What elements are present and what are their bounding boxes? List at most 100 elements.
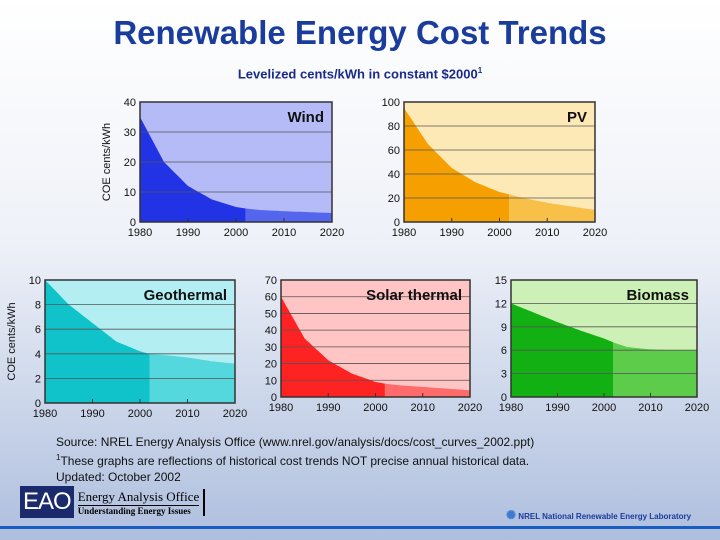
eao-mark: EAO: [20, 486, 74, 518]
x-tick-label: 2020: [223, 408, 247, 420]
y-tick-label: 10: [124, 187, 136, 199]
nrel-logo: ✺ NREL National Renewable Energy Laborat…: [506, 508, 691, 522]
chart-biomass: 0 3 6 9 12 15 1980 1990 2000 2010 2020 Biomass: [495, 275, 709, 414]
y-tick-label: 60: [265, 292, 277, 304]
x-tick-label: 1980: [269, 402, 293, 414]
x-tick-label: 2020: [685, 402, 709, 414]
x-tick-label: 1980: [499, 402, 523, 414]
x-tick-label: 1990: [176, 227, 200, 239]
chart-solar-thermal: 0 10 20 30 40 50 60 70 1980 1990 2000 2010 2020 Solar…: [265, 275, 482, 414]
y-tick-label: 80: [388, 121, 400, 133]
plot-frame: [403, 101, 596, 223]
y-axis-label: COE cents/kWh: [101, 123, 113, 201]
x-tick-label: 2000: [363, 402, 387, 414]
subtitle-text: Levelized cents/kWh in constant $2000: [237, 66, 478, 82]
chart-pv: 0 20 40 60 80 100 1980 1990 2000 2010 2020 PV: [382, 97, 608, 239]
y-tick-label: 9: [501, 322, 507, 334]
plot-frame: [139, 101, 333, 223]
projected-area: [384, 383, 470, 397]
y-tick-label: 4: [35, 349, 41, 361]
eao-logo: EAO Energy Analysis Office Understanding …: [20, 486, 206, 518]
y-tick-label: 0: [271, 392, 277, 404]
plot-frame: [44, 279, 236, 404]
y-tick-label: 10: [265, 375, 277, 387]
y-tick-label: 6: [35, 324, 41, 336]
x-tick-label: 2010: [535, 227, 559, 239]
y-tick-label: 50: [265, 308, 277, 320]
y-tick-label: 30: [265, 342, 277, 354]
y-tick-label: 100: [382, 97, 400, 109]
chart-title: Biomass: [626, 287, 689, 304]
x-tick-label: 2020: [320, 227, 344, 239]
x-tick-label: 2010: [638, 402, 662, 414]
x-tick-label: 2000: [487, 227, 511, 239]
y-tick-label: 30: [124, 127, 136, 139]
x-tick-label: 2010: [175, 408, 199, 420]
y-tick-label: 40: [124, 97, 136, 109]
y-tick-label: 0: [501, 392, 507, 404]
source-note: Source: NREL Energy Analysis Office (www…: [56, 435, 535, 449]
historical-area: [45, 280, 150, 403]
y-tick-label: 0: [130, 217, 136, 229]
historical-area: [281, 296, 385, 397]
y-tick-label: 60: [388, 145, 400, 157]
updated-note: Updated: October 2002: [56, 470, 181, 484]
y-tick-label: 0: [394, 217, 400, 229]
y-tick-label: 70: [265, 275, 277, 287]
x-tick-label: 2000: [592, 402, 616, 414]
footer-bar: [0, 526, 720, 529]
y-tick-label: 15: [495, 275, 507, 287]
footnote-text: These graphs are reflections of historic…: [60, 454, 530, 468]
x-tick-label: 2020: [583, 227, 607, 239]
historical-area: [404, 108, 510, 222]
y-tick-label: 3: [501, 369, 507, 381]
x-tick-label: 1990: [316, 402, 340, 414]
slide-subtitle: Levelized cents/kWh in constant $20001: [0, 66, 720, 81]
y-tick-label: 0: [35, 398, 41, 410]
y-tick-label: 40: [388, 169, 400, 181]
slide-title: Renewable Energy Cost Trends: [113, 14, 607, 51]
y-tick-label: 8: [35, 300, 41, 312]
y-tick-label: 20: [265, 359, 277, 371]
y-tick-label: 40: [265, 325, 277, 337]
y-tick-label: 6: [501, 345, 507, 357]
plot-frame: [280, 279, 471, 398]
chart-title: Solar thermal: [366, 287, 462, 304]
chart-title: PV: [567, 109, 587, 126]
y-tick-label: 2: [35, 373, 41, 385]
projected-area: [613, 342, 697, 397]
x-tick-label: 1990: [545, 402, 569, 414]
projected-area: [245, 208, 332, 222]
x-tick-label: 2000: [224, 227, 248, 239]
y-tick-label: 20: [124, 157, 136, 169]
footnote-mark: 1: [56, 453, 61, 462]
x-tick-label: 1980: [392, 227, 416, 239]
y-tick-label: 20: [388, 193, 400, 205]
subtitle-footnote-mark: 1: [477, 66, 483, 75]
x-tick-label: 2000: [128, 408, 152, 420]
notes: Source: NREL Energy Analysis Office (www…: [56, 434, 534, 485]
x-tick-label: 1990: [440, 227, 464, 239]
chart-geothermal: 0 2 4 6 8 10 1980 1990 2000 2010 2020 Geothermal COE…: [6, 275, 247, 420]
x-tick-label: 2010: [411, 402, 435, 414]
x-tick-label: 1980: [33, 408, 57, 420]
y-tick-label: 10: [29, 275, 41, 287]
eao-tagline: Understanding Energy Issues: [77, 504, 200, 516]
nrel-star-icon: ✺: [506, 508, 517, 522]
plot-frame: [510, 279, 698, 398]
historical-area: [140, 117, 246, 222]
eao-name: Energy Analysis Office: [77, 488, 200, 504]
chart-title: Wind: [287, 109, 324, 126]
x-tick-label: 1980: [128, 227, 152, 239]
footnote: 1These graphs are reflections of histori…: [56, 450, 534, 469]
x-tick-label: 2010: [272, 227, 296, 239]
nrel-name: NREL National Renewable Energy Laborator…: [518, 512, 692, 521]
chart-wind: 0 10 20 30 40 1980 1990 2000 2010 2020 Wind COE cen…: [101, 97, 344, 239]
y-tick-label: 12: [495, 298, 507, 310]
x-tick-label: 1990: [80, 408, 104, 420]
projected-area: [509, 194, 595, 222]
y-axis-label: COE cents/kWh: [6, 302, 18, 380]
chart-title: Geothermal: [144, 287, 227, 304]
x-tick-label: 2020: [458, 402, 482, 414]
